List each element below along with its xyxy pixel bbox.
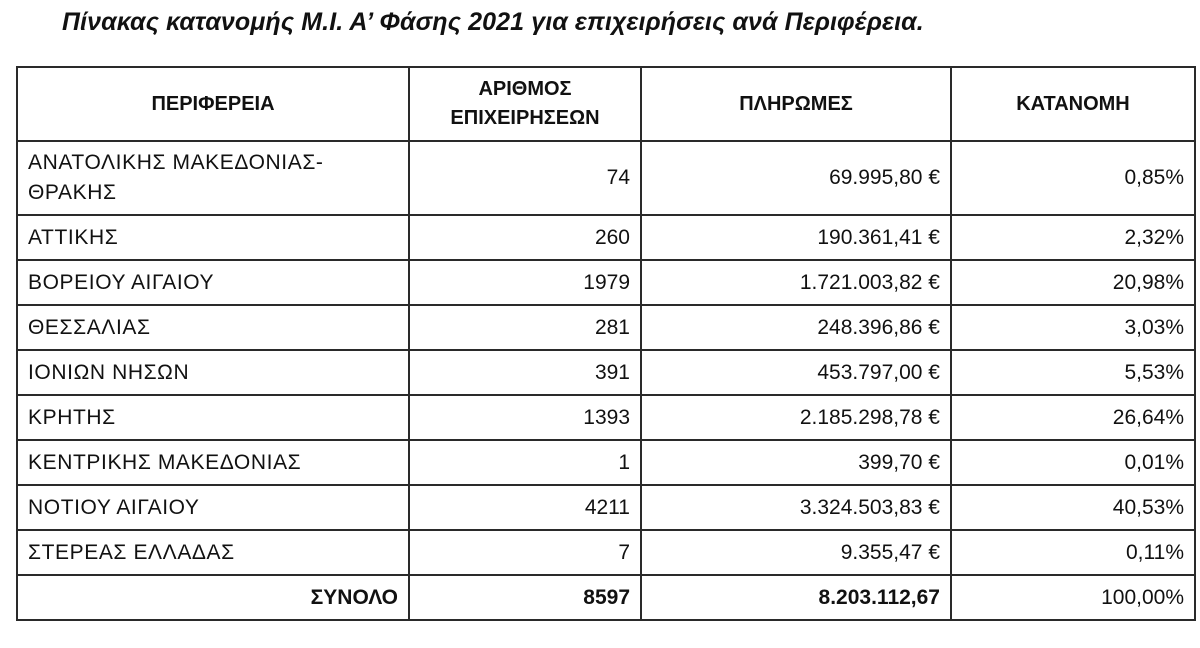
allocation-cell: 2,32% — [950, 214, 1196, 261]
total-business-count: 8597 — [408, 574, 642, 621]
document-title: Πίνακας κατανομής Μ.Ι. Α’ Φάσης 2021 για… — [62, 8, 924, 36]
region-name-line2: ΘΡΑΚΗΣ — [28, 181, 117, 204]
allocation-cell: 3,03% — [950, 304, 1196, 351]
table-row: ΙΟΝΙΩΝ ΝΗΣΩΝ 391 453.797,00 € 5,53% — [16, 349, 1196, 396]
region-cell: ΣΤΕΡΕΑΣ ΕΛΛΑΔΑΣ — [16, 529, 410, 576]
business-count-cell: 281 — [408, 304, 642, 351]
payments-cell: 399,70 € — [640, 439, 952, 486]
total-payments: 8.203.112,67 — [640, 574, 952, 621]
region-cell: ΑΝΑΤΟΛΙΚΗΣ ΜΑΚΕΔΟΝΙΑΣ- ΘΡΑΚΗΣ — [16, 140, 410, 216]
business-count-cell: 4211 — [408, 484, 642, 531]
header-business-count-line2: ΕΠΙΧΕΙΡΗΣΕΩΝ — [450, 107, 600, 129]
header-allocation: ΚΑΤΑΝΟΜΗ — [950, 66, 1196, 142]
payments-cell: 2.185.298,78 € — [640, 394, 952, 441]
region-cell: ΑΤΤΙΚΗΣ — [16, 214, 410, 261]
payments-cell: 453.797,00 € — [640, 349, 952, 396]
table-header-row: ΠΕΡΙΦΕΡΕΙΑ ΑΡΙΘΜΟΣ ΕΠΙΧΕΙΡΗΣΕΩΝ ΠΛΗΡΩΜΕΣ… — [16, 66, 1196, 142]
business-count-cell: 7 — [408, 529, 642, 576]
business-count-cell: 74 — [408, 140, 642, 216]
table-row: ΝΟΤΙΟΥ ΑΙΓΑΙΟΥ 4211 3.324.503,83 € 40,53… — [16, 484, 1196, 531]
business-count-cell: 1 — [408, 439, 642, 486]
business-count-cell: 260 — [408, 214, 642, 261]
table-row: ΑΤΤΙΚΗΣ 260 190.361,41 € 2,32% — [16, 214, 1196, 261]
business-count-cell: 1979 — [408, 259, 642, 306]
payments-cell: 3.324.503,83 € — [640, 484, 952, 531]
business-count-cell: 1393 — [408, 394, 642, 441]
payments-cell: 1.721.003,82 € — [640, 259, 952, 306]
payments-cell: 190.361,41 € — [640, 214, 952, 261]
table-row: ΑΝΑΤΟΛΙΚΗΣ ΜΑΚΕΔΟΝΙΑΣ- ΘΡΑΚΗΣ 74 69.995,… — [16, 140, 1196, 216]
table-row: ΘΕΣΣΑΛΙΑΣ 281 248.396,86 € 3,03% — [16, 304, 1196, 351]
payments-cell: 9.355,47 € — [640, 529, 952, 576]
payments-cell: 69.995,80 € — [640, 140, 952, 216]
header-region: ΠΕΡΙΦΕΡΕΙΑ — [16, 66, 410, 142]
region-cell: ΙΟΝΙΩΝ ΝΗΣΩΝ — [16, 349, 410, 396]
allocation-cell: 40,53% — [950, 484, 1196, 531]
region-cell: ΒΟΡΕΙΟΥ ΑΙΓΑΙΟΥ — [16, 259, 410, 306]
allocation-cell: 0,01% — [950, 439, 1196, 486]
table-row: ΣΤΕΡΕΑΣ ΕΛΛΑΔΑΣ 7 9.355,47 € 0,11% — [16, 529, 1196, 576]
allocation-cell: 5,53% — [950, 349, 1196, 396]
region-name-line1: ΑΝΑΤΟΛΙΚΗΣ ΜΑΚΕΔΟΝΙΑΣ- — [28, 151, 324, 174]
region-cell: ΝΟΤΙΟΥ ΑΙΓΑΙΟΥ — [16, 484, 410, 531]
allocation-table: ΠΕΡΙΦΕΡΕΙΑ ΑΡΙΘΜΟΣ ΕΠΙΧΕΙΡΗΣΕΩΝ ΠΛΗΡΩΜΕΣ… — [16, 66, 1196, 621]
allocation-cell: 26,64% — [950, 394, 1196, 441]
total-label: ΣΥΝΟΛΟ — [16, 574, 410, 621]
table-row: ΚΡΗΤΗΣ 1393 2.185.298,78 € 26,64% — [16, 394, 1196, 441]
header-payments: ΠΛΗΡΩΜΕΣ — [640, 66, 952, 142]
region-cell: ΚΡΗΤΗΣ — [16, 394, 410, 441]
allocation-cell: 0,11% — [950, 529, 1196, 576]
allocation-cell: 20,98% — [950, 259, 1196, 306]
total-row: ΣΥΝΟΛΟ 8597 8.203.112,67 100,00% — [16, 574, 1196, 621]
header-business-count: ΑΡΙΘΜΟΣ ΕΠΙΧΕΙΡΗΣΕΩΝ — [408, 66, 642, 142]
region-cell: ΚΕΝΤΡΙΚΗΣ ΜΑΚΕΔΟΝΙΑΣ — [16, 439, 410, 486]
total-allocation: 100,00% — [950, 574, 1196, 621]
region-cell: ΘΕΣΣΑΛΙΑΣ — [16, 304, 410, 351]
business-count-cell: 391 — [408, 349, 642, 396]
allocation-cell: 0,85% — [950, 140, 1196, 216]
table-row: ΒΟΡΕΙΟΥ ΑΙΓΑΙΟΥ 1979 1.721.003,82 € 20,9… — [16, 259, 1196, 306]
header-business-count-line1: ΑΡΙΘΜΟΣ — [478, 78, 572, 100]
table-row: ΚΕΝΤΡΙΚΗΣ ΜΑΚΕΔΟΝΙΑΣ 1 399,70 € 0,01% — [16, 439, 1196, 486]
payments-cell: 248.396,86 € — [640, 304, 952, 351]
